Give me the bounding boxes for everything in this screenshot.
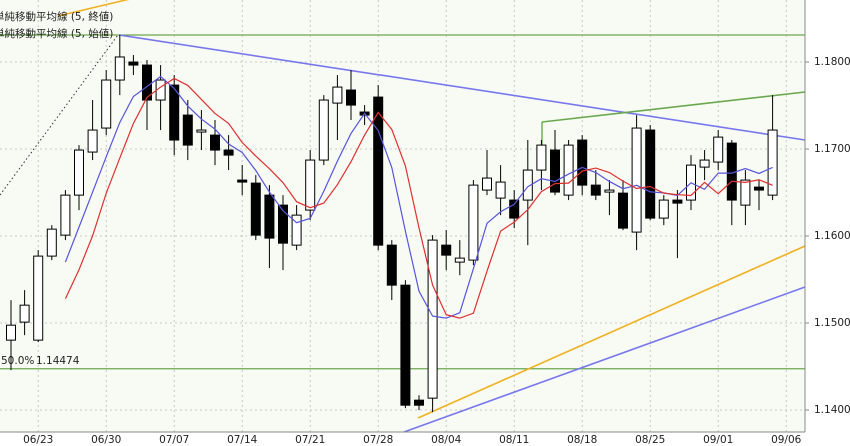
ma-line xyxy=(64,75,773,319)
candle-body xyxy=(618,192,628,229)
candle-body xyxy=(237,179,248,183)
candle-body xyxy=(101,79,112,129)
candle-body xyxy=(414,399,424,406)
trendline xyxy=(403,286,806,433)
candle-body xyxy=(482,177,492,191)
candle-body xyxy=(46,228,57,257)
candle-body xyxy=(264,194,275,239)
candle-body xyxy=(74,149,84,196)
legend: 単純移動平均線 (5, 終値) 単純移動平均線 (5, 始値) xyxy=(0,10,113,40)
candle-body xyxy=(250,182,261,236)
x-tick-label: 08/11 xyxy=(499,434,529,446)
y-tick-label: 1.14000 xyxy=(814,404,850,416)
x-tick-label: 09/01 xyxy=(703,434,733,446)
y-tick-label: 1.16000 xyxy=(814,230,850,242)
x-tick-label: 07/21 xyxy=(295,434,325,446)
level-value: 1.14474 xyxy=(36,355,80,367)
candle-body xyxy=(19,304,30,323)
candle-body xyxy=(87,129,98,153)
level-label: 50.0% xyxy=(1,355,34,367)
candle-body xyxy=(346,89,356,106)
candle-body xyxy=(754,186,764,191)
candle-body xyxy=(332,86,343,104)
ma-line xyxy=(64,77,773,319)
candle-body xyxy=(441,244,452,256)
candle-body xyxy=(291,214,302,246)
trendline xyxy=(118,34,806,141)
candle-body xyxy=(454,257,465,263)
trendline xyxy=(541,91,806,123)
trendline xyxy=(57,0,130,17)
candle-body xyxy=(495,181,506,199)
x-tick-label: 08/04 xyxy=(431,434,462,446)
candle-body xyxy=(6,324,16,341)
candle-body xyxy=(427,239,438,399)
candle-body xyxy=(699,159,710,168)
x-tick-label: 09/06 xyxy=(771,434,802,446)
candle-body xyxy=(182,114,193,146)
candle-body xyxy=(577,139,588,186)
candle-body xyxy=(60,194,71,236)
candle-body xyxy=(767,129,778,196)
candle-body xyxy=(509,199,520,219)
candle-body xyxy=(563,144,574,196)
candle-body xyxy=(590,184,601,196)
candle-body xyxy=(672,199,683,204)
candle-body xyxy=(550,149,560,193)
x-tick-label: 07/28 xyxy=(363,434,393,446)
candle-body xyxy=(223,149,234,156)
candle-body xyxy=(210,134,220,151)
x-tick-label: 08/25 xyxy=(635,434,665,446)
candle-body xyxy=(114,56,125,81)
trendlines xyxy=(0,0,806,433)
candle-body xyxy=(305,159,316,211)
candle-body xyxy=(400,284,411,406)
legend-entry: 単純移動平均線 (5, 終値) xyxy=(0,10,113,23)
x-tick-label: 06/30 xyxy=(91,434,121,446)
trendline xyxy=(0,34,119,196)
candle-body xyxy=(373,96,384,246)
candle-body xyxy=(169,84,180,141)
candle-body xyxy=(318,99,329,161)
trendline xyxy=(417,245,806,419)
moving-averages xyxy=(64,75,773,319)
legend-entry: 単純移動平均線 (5, 始値) xyxy=(0,27,113,40)
candle-body xyxy=(713,136,724,163)
candle-body xyxy=(33,255,44,341)
candle-body xyxy=(196,129,207,133)
candle-body xyxy=(536,144,547,171)
candle-body xyxy=(386,244,397,286)
y-tick-label: 1.15000 xyxy=(814,317,850,329)
candle-body xyxy=(658,199,669,219)
candle-body xyxy=(128,61,139,66)
x-tick-label: 07/07 xyxy=(159,434,189,446)
candle-body xyxy=(631,127,642,233)
candle-body xyxy=(740,179,751,206)
candle-body xyxy=(468,184,479,261)
candle-body xyxy=(604,189,615,193)
candle-body xyxy=(278,204,288,244)
x-tick-label: 06/23 xyxy=(23,434,53,446)
candle-body xyxy=(522,169,533,201)
candle-body xyxy=(645,129,656,219)
x-tick-label: 08/18 xyxy=(567,434,597,446)
y-tick-label: 1.17000 xyxy=(814,143,850,155)
x-tick-label: 07/14 xyxy=(227,434,258,446)
